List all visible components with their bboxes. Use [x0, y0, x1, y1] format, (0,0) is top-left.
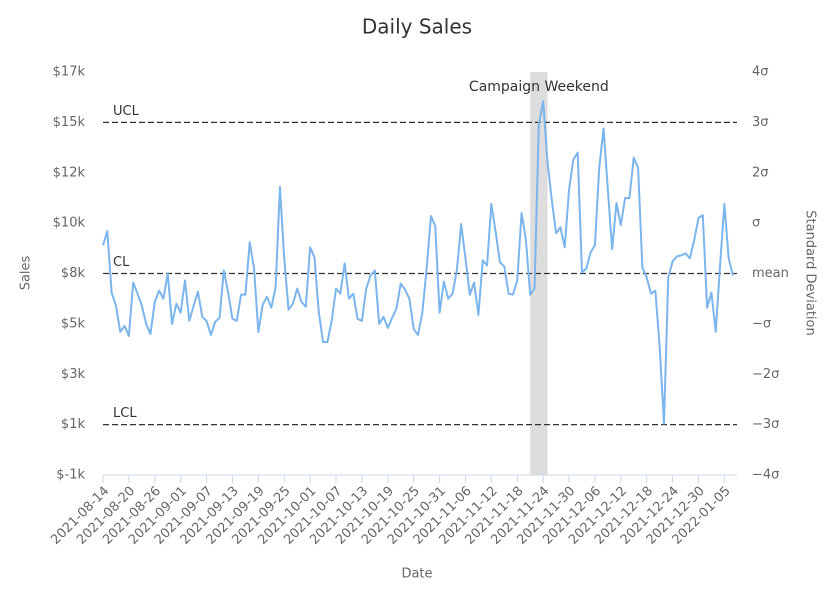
control-line-label: UCL: [113, 104, 140, 119]
y-tick-label: $15k: [53, 115, 86, 130]
y2-tick-label: σ: [752, 216, 760, 231]
chart-title: Daily Sales: [362, 15, 472, 39]
y-tick-label: $12k: [53, 165, 86, 180]
control-line-label: LCL: [113, 406, 137, 421]
y-tick-label: $5k: [61, 316, 86, 331]
x-axis-title: Date: [401, 567, 432, 582]
control-line-label: CL: [113, 255, 130, 270]
y-tick-label: $-1k: [56, 468, 85, 483]
y-tick-label: $10k: [53, 216, 86, 231]
y-tick-label: $17k: [53, 65, 86, 80]
y2-tick-label: 4σ: [752, 65, 769, 80]
y2-tick-label: 3σ: [752, 115, 769, 130]
y2-tick-label: −3σ: [752, 417, 779, 432]
y-tick-label: $3k: [61, 367, 86, 382]
y-tick-label: $1k: [61, 417, 86, 432]
y2-tick-label: −4σ: [752, 468, 779, 483]
y2-tick-label: 2σ: [752, 165, 769, 180]
y2-tick-label: mean: [752, 266, 789, 281]
y2-tick-label: −σ: [752, 316, 771, 331]
band-label: Campaign Weekend: [469, 79, 609, 95]
y-tick-label: $8k: [61, 266, 86, 281]
y-axis-title: Sales: [19, 255, 34, 290]
sales-line: [102, 100, 734, 425]
y2-tick-label: −2σ: [752, 367, 779, 382]
y2-axis-title: Standard Deviation: [803, 210, 818, 335]
